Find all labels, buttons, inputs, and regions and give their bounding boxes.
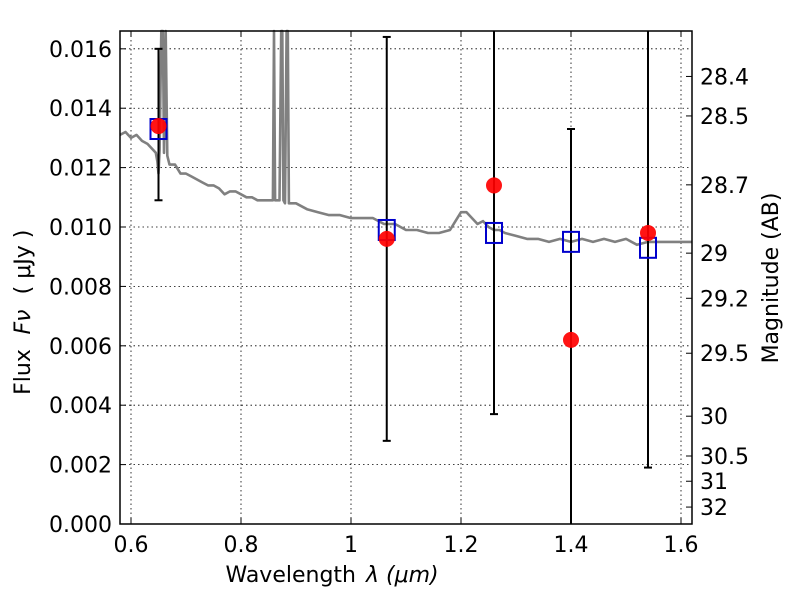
x-tick-label: 0.6 [114, 533, 149, 558]
y-tick-label: 0.012 [49, 157, 112, 182]
y-tick-label: 0.008 [49, 275, 112, 300]
y2-tick-label: 30 [700, 405, 728, 430]
y-tick-label: 0.010 [49, 216, 112, 241]
y2-tick-label: 29.5 [700, 342, 749, 367]
y-axis-label-main: Flux [11, 349, 36, 395]
y-tick-label: 0.004 [49, 394, 112, 419]
y-tick-label: 0.002 [49, 454, 112, 479]
y-tick-label: 0.014 [49, 97, 112, 122]
y-tick-label: 0.000 [49, 513, 112, 538]
y2-tick-label: 28.7 [700, 174, 749, 199]
observed-point [486, 177, 502, 194]
y-tick-label: 0.006 [49, 335, 112, 360]
y2-tick-label: 31 [700, 470, 728, 495]
x-tick-label: 1.2 [444, 533, 479, 558]
y2-tick-label: 29 [700, 242, 728, 267]
y-axis-label-symbol: Fν [11, 310, 36, 335]
x-axis-label-symbol: λ (μm) [365, 563, 439, 588]
y2-tick-label: 30.5 [700, 445, 749, 470]
x-axis-label-main: Wavelength [225, 563, 356, 588]
model-square [562, 230, 580, 253]
y2-axis-label: Magnitude (AB) [759, 193, 784, 364]
plot-frame [119, 30, 693, 525]
y-tick-label: 0.016 [49, 38, 112, 63]
observed-points-group [150, 118, 656, 348]
observed-point [640, 224, 656, 241]
x-tick-label: 1.4 [554, 533, 589, 558]
observed-point [563, 331, 579, 348]
model-square [485, 221, 503, 244]
x-tick-label: 1.6 [664, 533, 699, 558]
y2-tick-label: 32 [700, 496, 728, 521]
y-axis-label-unit: ( μJy ) [11, 230, 36, 295]
y2-tick-label: 29.2 [700, 287, 749, 312]
x-tick-label: 0.8 [224, 533, 259, 558]
observed-point [378, 230, 395, 247]
y2-tick-label: 28.4 [700, 65, 749, 90]
x-tick-label: 1 [344, 533, 358, 558]
y2-tick-label: 28.5 [700, 105, 749, 130]
ticks-group: 0.6 0.8 1 1.2 1.4 1.6 0.000 0.002 0.004 0.006 0.00… [49, 31, 749, 558]
observed-point [150, 118, 167, 135]
y-axis-label: Flux Fν ( μJy ) [11, 230, 36, 395]
